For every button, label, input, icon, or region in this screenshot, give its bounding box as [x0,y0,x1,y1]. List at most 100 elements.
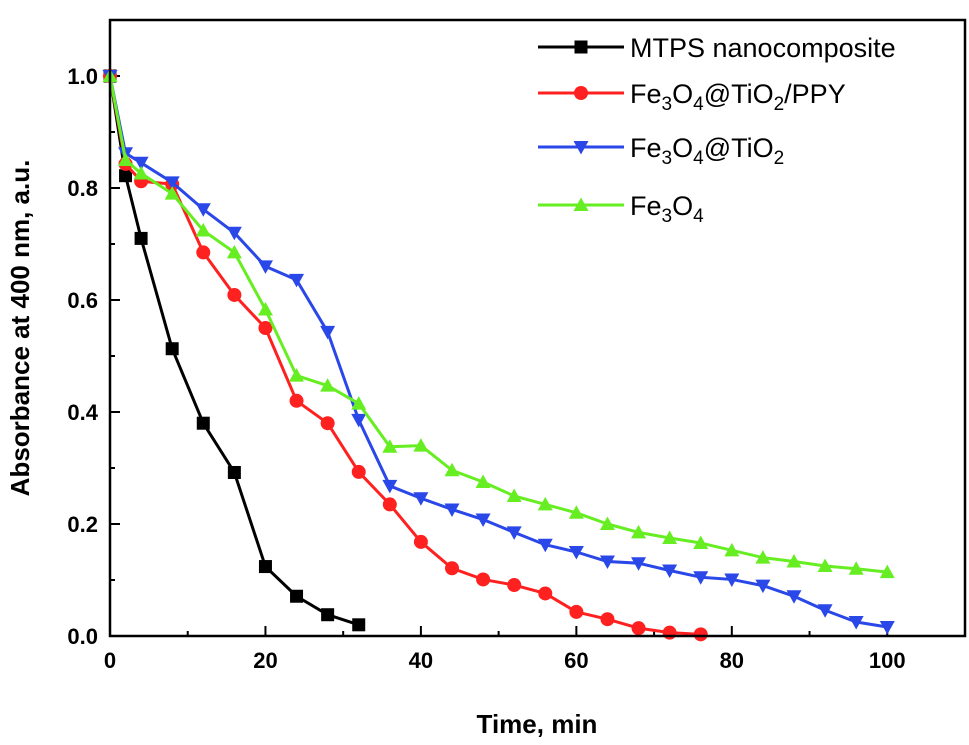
x-axis-title: Time, min [477,709,598,739]
legend-label: Fe3O4@TiO2 [630,133,784,169]
legend-marker [574,40,588,54]
data-point [445,561,459,576]
data-point [786,590,802,604]
data-point [258,321,273,335]
y-axis-title: Absorbance at 400 nm, a.u. [5,160,35,497]
data-point [755,579,771,594]
data-point [257,260,273,274]
legend-label-part: Fe [630,79,662,109]
data-point [693,627,708,642]
y-tick-label: 0.2 [67,512,98,537]
y-tick-label: 0.0 [67,624,98,649]
data-point [382,479,398,494]
data-point [195,203,211,217]
data-point [848,561,864,575]
series-line [108,75,360,627]
data-point [351,396,367,410]
data-point [444,462,460,477]
x-tick-label: 0 [104,648,116,673]
data-point [755,550,771,564]
data-point [227,465,241,479]
data-point [693,571,709,585]
data-point [600,612,615,627]
legend-marker [573,141,589,155]
data-point [258,560,272,574]
data-point [351,413,367,428]
data-point [289,273,305,288]
series-1 [103,69,708,642]
data-point [118,152,134,166]
y-tick-label: 1.0 [67,64,98,89]
legend-label-part: 2 [774,94,785,115]
data-point [134,231,148,245]
data-point [538,586,553,601]
data-point [382,439,398,453]
data-point [289,368,305,382]
data-point [693,535,709,550]
legend-label-part: 4 [693,148,704,169]
data-point [413,492,429,506]
data-point [476,572,491,587]
data-point [507,578,522,593]
data-point [290,589,304,603]
legend-label: Fe3O4@TiO2/PPY [630,79,846,115]
data-point [817,558,833,572]
data-point [320,378,336,392]
data-point [662,530,678,544]
data-point [165,342,179,356]
legend-label-part: O [672,191,693,221]
data-point [631,557,647,571]
data-point [226,244,242,259]
legend-item: Fe3O4@TiO2/PPY [538,79,846,115]
legend-label: Fe3O4 [630,191,704,227]
data-point [226,226,242,241]
data-point [382,497,397,512]
data-point [475,513,491,528]
data-point [289,393,304,408]
data-point [848,616,864,630]
data-point [164,176,180,190]
data-point [475,474,491,488]
legend-label-part: @TiO [704,79,774,109]
data-point [352,618,366,632]
data-point [724,573,740,587]
legend-label-part: MTPS nanocomposite [630,33,896,63]
data-point [164,186,180,200]
data-point [413,438,429,452]
data-point [817,604,833,618]
x-tick-label: 100 [869,648,906,673]
x-tick-label: 40 [409,648,433,673]
series-line [108,75,701,636]
y-tick-labels: 0.0 0.2 0.4 0.6 0.8 1.0 [67,64,98,649]
x-tick-labels: 0 20 40 60 80 100 [104,648,906,673]
series-layer [102,68,895,642]
x-tick-label: 20 [253,648,277,673]
data-point [119,169,133,183]
data-point [879,621,895,635]
data-point [506,526,522,540]
data-point [662,625,677,640]
series-0 [103,69,366,632]
data-point [133,156,149,171]
data-point [413,534,428,549]
legend-label-part: @TiO [704,133,774,163]
data-point [195,223,211,237]
y-tick-label: 0.8 [67,176,98,201]
legend-label-part: Fe [630,133,662,163]
y-tick-label: 0.6 [67,288,98,313]
data-point [568,546,584,560]
series-3 [102,68,895,579]
data-point [320,325,336,340]
data-point [662,564,678,578]
legend-label-part: 3 [662,148,673,169]
data-point [196,245,211,260]
x-tick-label: 80 [720,648,744,673]
data-point [537,538,553,553]
legend-label-part: 4 [693,94,704,115]
legend-label-part: 2 [774,148,785,169]
legend-label-part: 4 [693,206,704,227]
legend-item: MTPS nanocomposite [538,33,896,63]
data-point [227,287,242,302]
data-point [537,496,553,511]
data-point [351,464,366,479]
